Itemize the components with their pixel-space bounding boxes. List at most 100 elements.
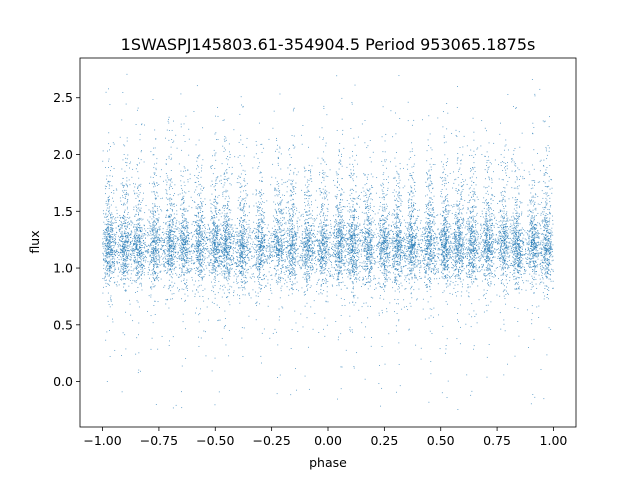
- data-point: [488, 156, 490, 158]
- data-point: [153, 273, 155, 275]
- data-point: [518, 216, 520, 218]
- data-point: [122, 255, 124, 257]
- data-point: [325, 225, 327, 227]
- data-point: [310, 217, 312, 219]
- data-point: [309, 272, 310, 274]
- data-point: [146, 257, 147, 259]
- data-point: [315, 264, 317, 266]
- data-point: [460, 257, 462, 259]
- data-point: [170, 266, 172, 268]
- data-point: [396, 216, 398, 218]
- data-point: [498, 278, 499, 280]
- data-point: [503, 237, 505, 238]
- data-point: [515, 228, 517, 229]
- data-point: [307, 256, 309, 258]
- data-point: [318, 254, 320, 256]
- data-point: [514, 231, 516, 233]
- data-point: [156, 218, 158, 220]
- data-point: [548, 249, 550, 251]
- data-point: [371, 230, 373, 232]
- data-point: [408, 199, 410, 201]
- data-point: [287, 202, 289, 204]
- data-point: [195, 240, 197, 242]
- data-point: [425, 206, 427, 207]
- data-point: [275, 219, 277, 221]
- data-point: [223, 178, 225, 180]
- data-point: [429, 262, 431, 264]
- data-point: [447, 264, 449, 266]
- data-point: [319, 232, 321, 234]
- data-point: [151, 248, 153, 250]
- data-point: [302, 255, 304, 257]
- data-point: [512, 215, 514, 217]
- data-point: [487, 230, 489, 232]
- data-point: [548, 221, 550, 223]
- data-point: [330, 275, 332, 277]
- data-point: [218, 225, 220, 227]
- data-point: [392, 242, 394, 243]
- data-point: [430, 259, 432, 261]
- data-point: [429, 208, 431, 210]
- data-point: [162, 228, 164, 230]
- data-point: [105, 203, 107, 205]
- data-point: [501, 243, 503, 245]
- data-point: [530, 220, 532, 222]
- data-point: [243, 248, 244, 250]
- data-point: [124, 226, 126, 227]
- data-point: [171, 222, 173, 224]
- data-point: [227, 268, 229, 270]
- data-point: [469, 275, 470, 277]
- data-point: [440, 247, 442, 249]
- data-point: [283, 208, 285, 210]
- data-point: [126, 272, 128, 274]
- data-point: [456, 259, 458, 261]
- data-point: [140, 244, 142, 246]
- data-point: [368, 244, 370, 246]
- data-point: [471, 245, 473, 247]
- data-point: [224, 217, 226, 218]
- data-point: [388, 233, 389, 235]
- data-point: [169, 194, 171, 195]
- data-point: [173, 261, 175, 263]
- data-point: [178, 276, 180, 278]
- data-point: [232, 252, 234, 254]
- data-point: [106, 268, 108, 269]
- data-point: [112, 197, 113, 199]
- data-point: [280, 249, 282, 251]
- data-point: [336, 194, 338, 196]
- data-point: [356, 251, 358, 253]
- data-point: [414, 244, 416, 246]
- data-point: [493, 226, 495, 228]
- data-point: [469, 240, 471, 242]
- data-point: [216, 232, 217, 234]
- data-point: [545, 255, 547, 257]
- data-point: [140, 227, 141, 229]
- data-point: [332, 254, 334, 256]
- data-point: [452, 223, 454, 225]
- data-point: [492, 238, 494, 240]
- data-point: [398, 251, 400, 252]
- data-point: [429, 252, 430, 254]
- data-point: [440, 230, 442, 232]
- data-point: [155, 198, 157, 200]
- data-point: [256, 305, 258, 307]
- data-point: [550, 280, 552, 282]
- data-point: [239, 239, 241, 241]
- data-point: [157, 266, 159, 268]
- data-point: [509, 280, 511, 282]
- data-point: [211, 241, 213, 243]
- data-point: [410, 267, 412, 269]
- data-point: [224, 223, 226, 225]
- data-point: [515, 282, 517, 283]
- data-point: [387, 228, 389, 230]
- data-point: [275, 218, 277, 220]
- data-point: [416, 298, 418, 300]
- data-point: [153, 249, 155, 251]
- data-point: [457, 313, 458, 314]
- data-point: [213, 255, 215, 257]
- data-point: [430, 211, 432, 213]
- data-point: [545, 272, 547, 274]
- data-point: [517, 262, 519, 263]
- data-point: [234, 238, 236, 240]
- data-point: [431, 258, 433, 260]
